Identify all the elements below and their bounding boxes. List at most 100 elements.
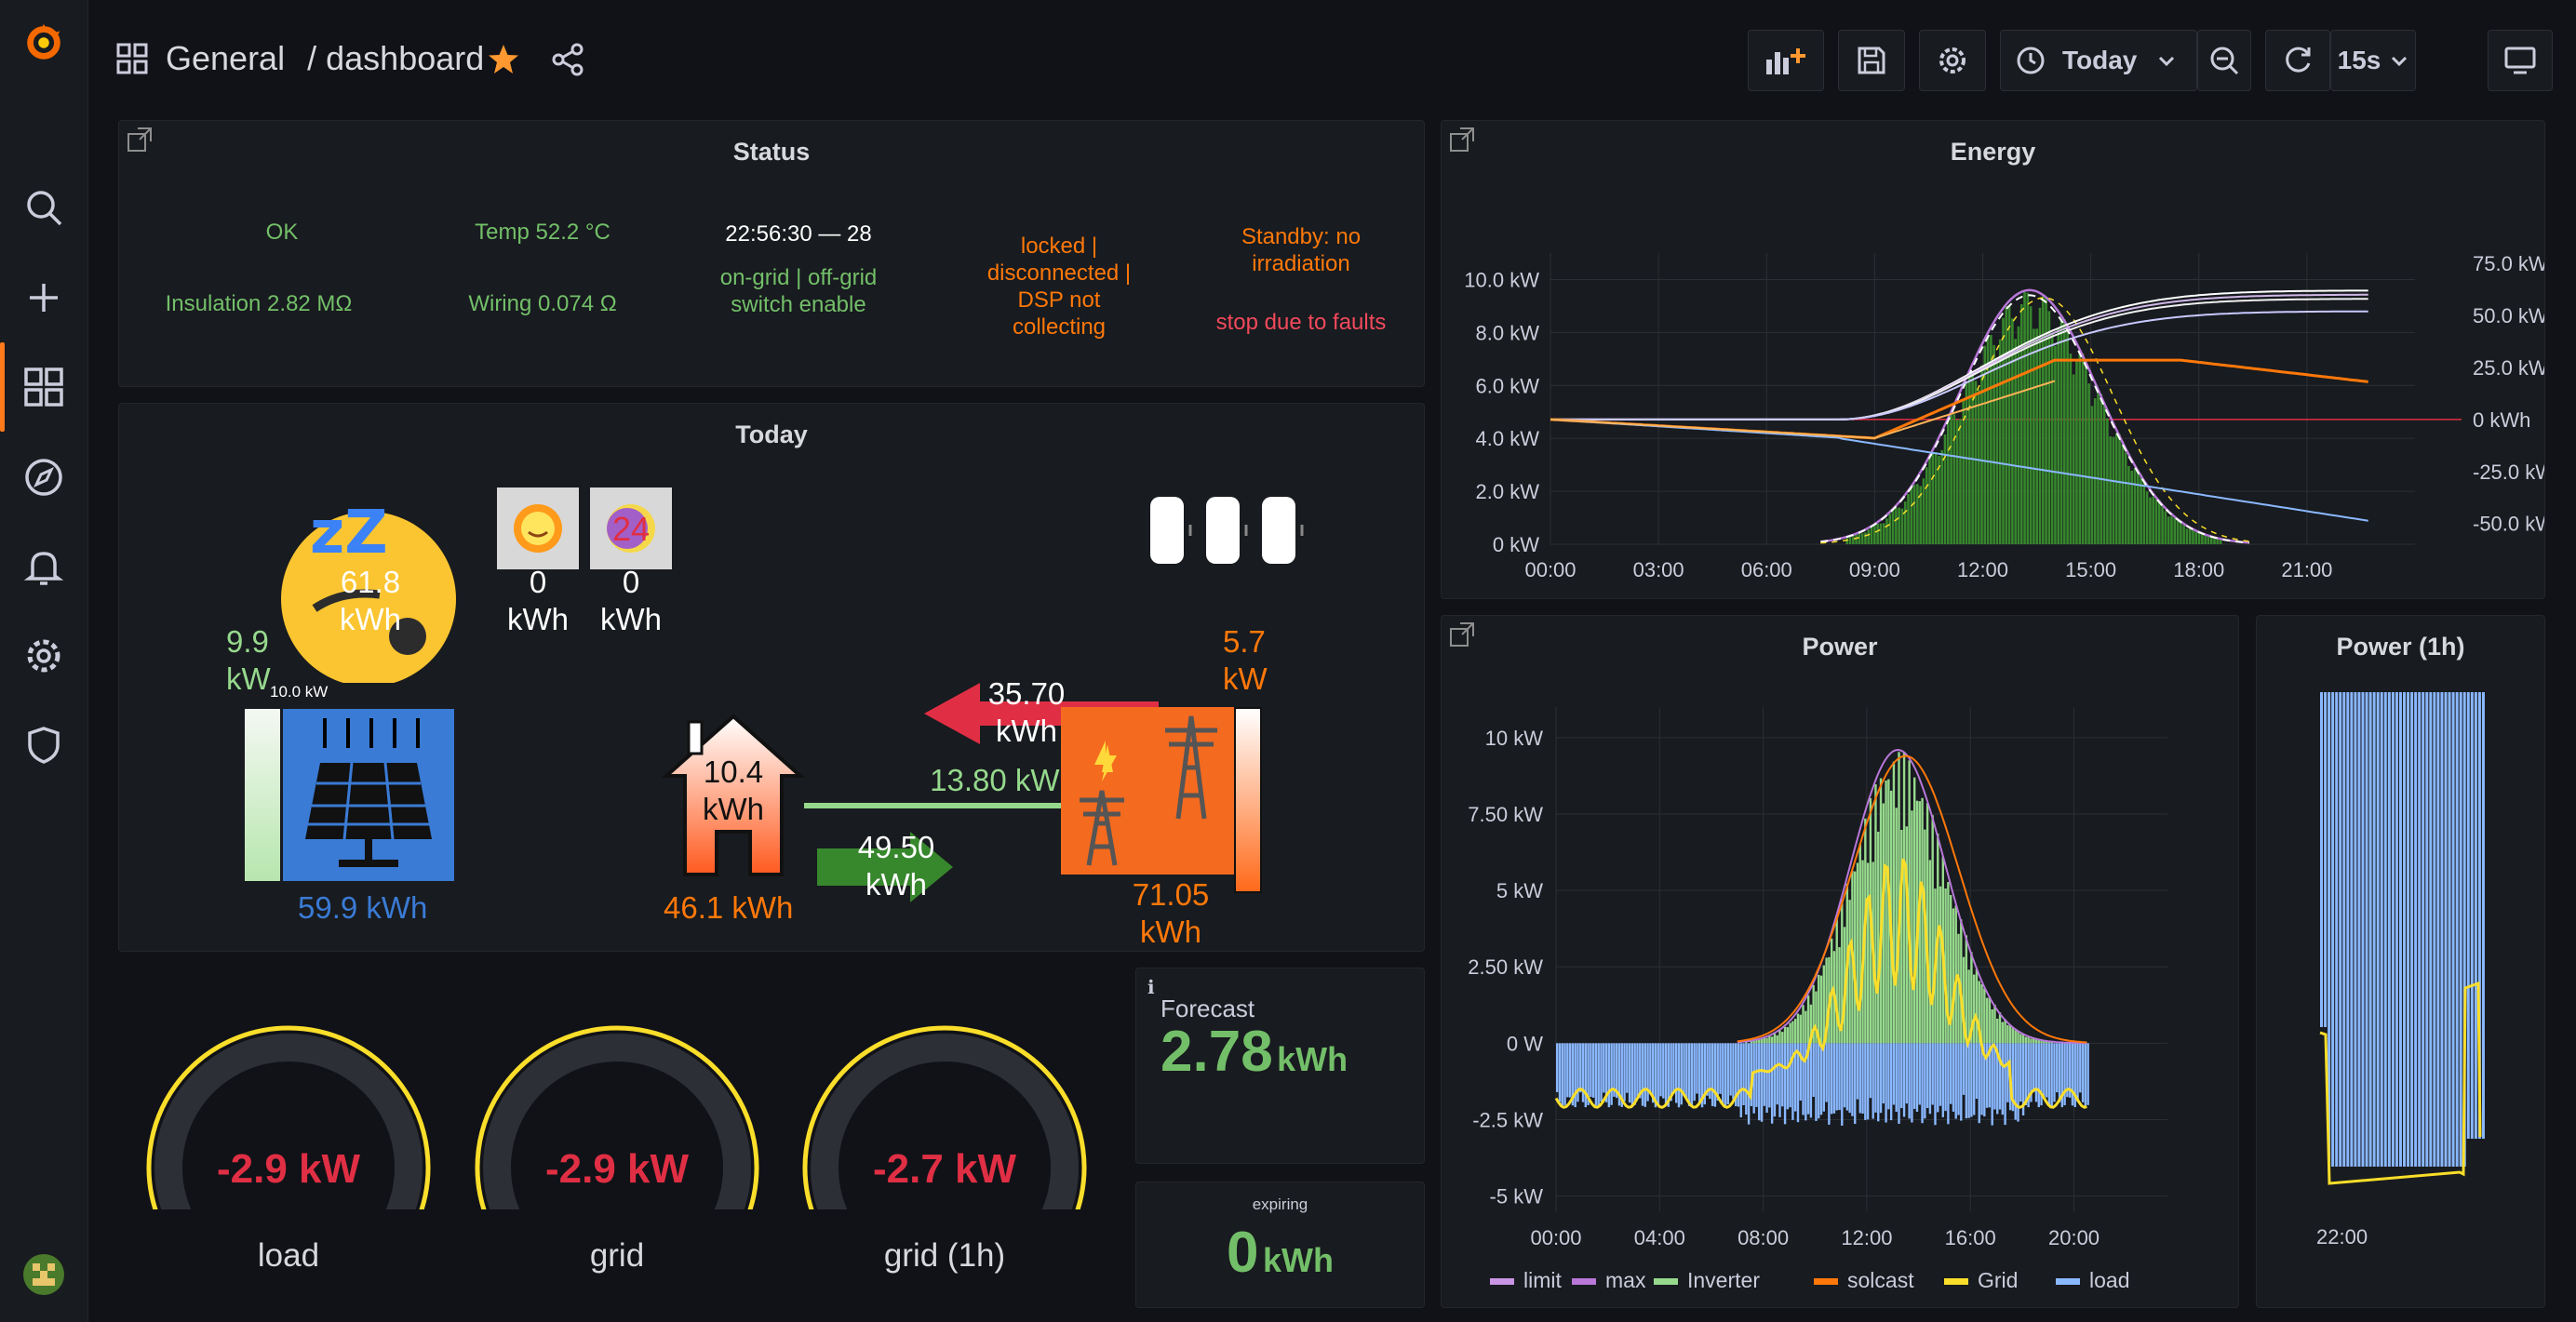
load-bar [1670,1043,1672,1102]
energy-bar [1992,344,1995,544]
user-avatar[interactable] [20,1251,67,1298]
search-icon[interactable] [20,184,67,231]
active-indicator [0,342,5,432]
load-bar [2361,692,2365,1167]
house-value-number: 10.4 [703,754,764,789]
inverter-bar [1978,981,1980,1044]
inverter-bar [1758,1039,1761,1044]
energy-bar [1900,508,1904,544]
max-line [1737,748,2087,1045]
load-bar [1991,1043,1993,1126]
load-bar [1604,1043,1608,1102]
export-arrow-label: 13.80 kWh [930,763,1077,797]
load-bar [2455,692,2459,1167]
load-bar [2081,1043,2085,1102]
y-right-tick-label: 75.0 kWh [2473,252,2545,275]
legend-swatch [1572,1278,1596,1285]
save-dashboard-button[interactable] [1838,30,1905,91]
refresh-button[interactable] [2265,30,2330,91]
load-bar [1949,1043,1952,1104]
load-bar [1685,1043,1688,1099]
energy-bar [2188,528,2192,544]
energy-bar [1922,478,1925,544]
shield-icon[interactable] [20,722,67,768]
refresh-interval-picker[interactable]: 15s [2330,30,2416,91]
energy-bar [1955,420,1959,544]
y-tick-label: 0 kW [1493,533,1539,556]
load-bar [1664,1043,1668,1106]
inverter-bar [1944,888,1947,1044]
energy-bar [2149,497,2152,544]
dashboard-settings-button[interactable] [1919,30,1986,91]
load-bar [1973,1043,1976,1115]
load-bar [1700,1043,1704,1108]
panel-link-icon[interactable] [127,127,154,154]
dashboard-title[interactable]: dashboard [326,39,485,77]
load-bar [1773,1043,1777,1117]
energy-bar [1858,533,1861,544]
legend-label: solcast [1847,1268,1914,1292]
share-icon[interactable] [551,43,584,81]
y-tick-label: 6.0 kW [1476,374,1540,397]
energy-bar [1952,414,1956,544]
y-tick-label: 4.0 kW [1476,427,1540,450]
load-bar [1786,1043,1790,1110]
load-bar [2391,692,2395,1167]
sun-24h-icon [590,487,672,569]
configuration-gear-icon[interactable] [20,633,67,679]
load-bar [1561,1043,1563,1108]
load-bar [1913,1043,1916,1109]
energy-bar [2026,292,2030,544]
plus-icon[interactable] [20,274,67,321]
load-bar [2027,1043,2030,1108]
grafana-logo-icon[interactable] [20,19,67,65]
energy-bar [2152,496,2155,544]
load-bar [1877,1043,1880,1122]
inverter-bar [1805,1010,1807,1044]
load-bar [1965,1043,1968,1119]
legend-label: max [1605,1268,1646,1292]
energy-bar [2047,311,2051,544]
pv-power-value: 9.9 [226,624,269,659]
load-bar [1706,1043,1709,1096]
panel-link-icon[interactable] [1449,621,1477,649]
breadcrumb-folder[interactable]: General [166,39,286,77]
pv-level-bar [245,709,280,881]
time-picker-button[interactable]: Today [2000,30,2197,91]
energy-bar [1912,484,1916,544]
info-icon[interactable]: ℹ [1147,978,1155,998]
load-bar [2474,692,2477,1139]
load-bar [2368,692,2372,1167]
panel-title: Status [732,138,811,166]
load-bar [2071,1043,2074,1106]
load-bar [1918,1043,1921,1105]
y-tick-label: 2.50 kW [1468,955,1543,979]
x-tick-label: 16:00 [1945,1226,1996,1249]
energy-bar [2075,359,2078,544]
alerting-bell-icon[interactable] [20,543,67,590]
forecast-label: Forecast [1161,995,1255,1022]
inverter-bar [1812,984,1815,1044]
load-bar [2444,692,2448,1167]
gauge: -2.7 kW grid (1h) [796,1005,1093,1284]
status-fault: stop due to faults [1215,310,1387,335]
energy-bar [1867,529,1871,544]
inverter-bar [1931,815,1934,1044]
load-bar [2407,692,2410,1167]
load-bar [1830,1043,1833,1115]
add-panel-button[interactable] [1748,30,1824,91]
explore-compass-icon[interactable] [20,454,67,501]
load-bar [1887,1043,1890,1110]
zoom-out-button[interactable] [2197,30,2251,91]
breadcrumb: General / dashboard [166,39,484,78]
load-bar [1848,1043,1851,1114]
load-bar [2045,1043,2048,1098]
load-bar [2017,1043,2019,1122]
dashboards-icon[interactable] [20,364,67,410]
load-bar [1722,1043,1724,1103]
grid-line-series [1554,858,2087,1109]
inverter-bar [1866,862,1870,1044]
panel-link-icon[interactable] [1449,127,1477,154]
view-mode-button[interactable] [2488,30,2553,91]
star-icon[interactable] [487,43,520,81]
